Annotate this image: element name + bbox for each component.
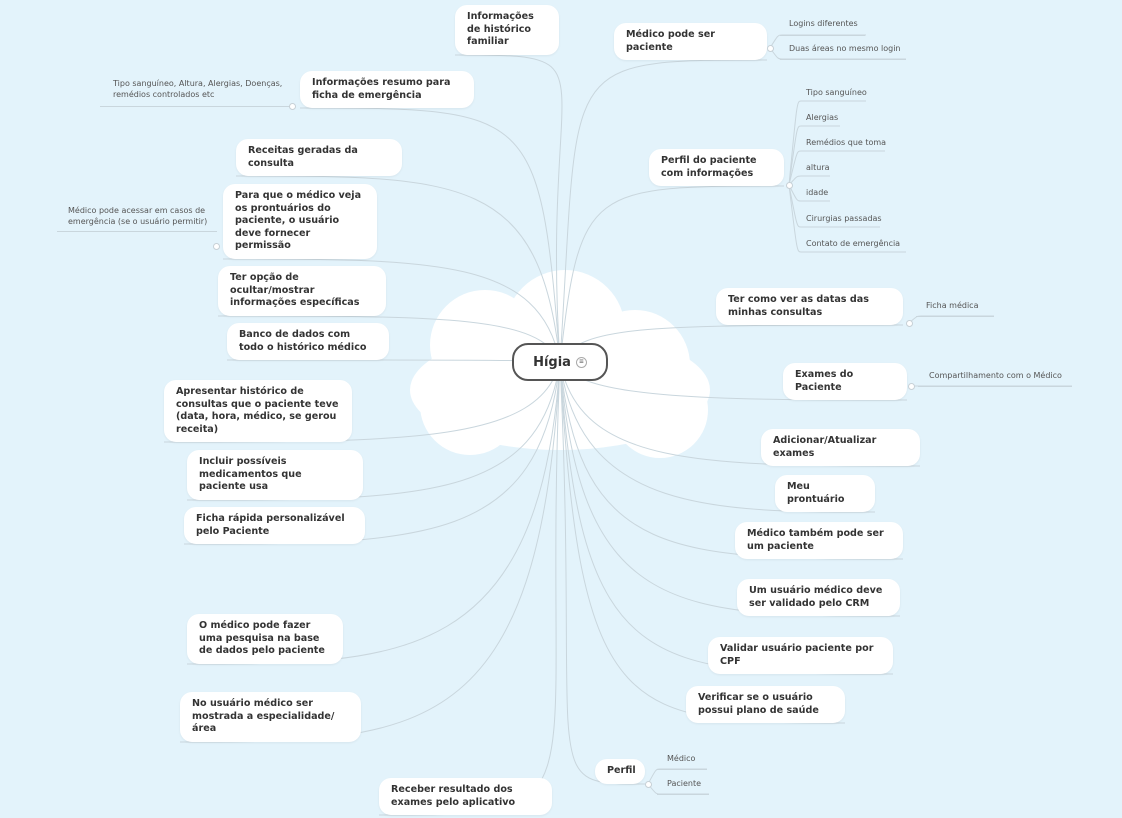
collapse-dot[interactable]	[786, 182, 793, 189]
connector-line	[788, 184, 830, 202]
detail-underline	[57, 231, 217, 232]
topic-right-4[interactable]: Adicionar/Atualizar exames	[761, 429, 920, 466]
collapse-dot[interactable]	[767, 45, 774, 52]
subtopic: Contato de emergência	[806, 239, 901, 248]
subtopic: Remédios que toma	[806, 138, 887, 147]
topic-right-5[interactable]: Meu prontuário	[775, 475, 875, 512]
topic-right-0[interactable]: Médico pode ser paciente	[614, 23, 767, 60]
connector-line	[559, 361, 646, 785]
subtopic: Compartilhamento com o Médico	[929, 371, 1062, 380]
topic-right-8[interactable]: Validar usuário paciente por CPF	[708, 637, 893, 674]
topic-left-10[interactable]: No usuário médico ser mostrada a especia…	[180, 692, 361, 742]
subtopic: Logins diferentes	[789, 19, 858, 28]
topic-label: Banco de dados com todo o histórico médi…	[239, 329, 367, 353]
topic-right-9[interactable]: Verificar se o usuário possui plano de s…	[686, 686, 845, 723]
topic-label: Para que o médico veja os prontuários do…	[235, 190, 362, 251]
topic-left-8[interactable]: Ficha rápida personalizável pelo Pacient…	[184, 507, 365, 544]
topic-label: Ter como ver as datas das minhas consult…	[728, 294, 869, 318]
topic-right-10[interactable]: Perfil	[595, 759, 645, 784]
topic-left-9[interactable]: O médico pode fazer uma pesquisa na base…	[187, 614, 343, 664]
topic-label: Ter opção de ocultar/mostrar informações…	[230, 272, 360, 308]
topic-left-5[interactable]: Banco de dados com todo o histórico médi…	[227, 323, 389, 360]
topic-label: Validar usuário paciente por CPF	[720, 643, 874, 667]
subtopic-underline	[780, 59, 906, 60]
topic-left-2[interactable]: Receitas geradas da consulta	[236, 139, 402, 176]
topic-label: Um usuário médico deve ser validado pelo…	[749, 585, 883, 609]
subtopic: Alergias	[806, 113, 839, 122]
connector-line	[788, 150, 885, 186]
topic-left-0[interactable]: Informações de histórico familiar	[455, 5, 559, 55]
connector-line	[788, 184, 880, 228]
connector-line	[788, 175, 830, 186]
topic-right-6[interactable]: Médico também pode ser um paciente	[735, 522, 903, 559]
connector-line	[559, 59, 768, 363]
collapse-dot[interactable]	[213, 243, 220, 250]
connector-line	[559, 361, 894, 675]
topic-label: Ficha rápida personalizável pelo Pacient…	[196, 513, 345, 537]
topic-right-2[interactable]: Ter como ver as datas das minhas consult…	[716, 288, 903, 325]
topic-label: Informações resumo para ficha de emergên…	[312, 77, 451, 101]
connector-line	[226, 359, 561, 363]
connector-line	[235, 175, 561, 363]
topic-label: Perfil do paciente com informações	[661, 155, 757, 179]
topic-left-11[interactable]: Receber resultado dos exames pelo aplica…	[379, 778, 552, 815]
collapse-dot[interactable]	[906, 320, 913, 327]
subtopic: Cirurgias passadas	[806, 214, 882, 223]
topic-right-1[interactable]: Perfil do paciente com informações	[649, 149, 784, 186]
topic-label: Médico pode ser paciente	[626, 29, 715, 53]
subtopic: Médico	[667, 754, 696, 763]
topic-label: Perfil	[607, 765, 636, 776]
topic-label: Informações de histórico familiar	[467, 11, 534, 47]
note-icon[interactable]: ≡	[575, 356, 587, 368]
collapse-dot[interactable]	[289, 103, 296, 110]
topic-label: Exames do Paciente	[795, 369, 854, 393]
topic-left-6[interactable]: Apresentar histórico de consultas que o …	[164, 380, 352, 442]
topic-label: Meu prontuário	[787, 481, 845, 505]
topic-left-3[interactable]: Para que o médico veja os prontuários do…	[223, 184, 377, 259]
subtopic-underline	[918, 386, 1072, 387]
topic-label: Médico também pode ser um paciente	[747, 528, 884, 552]
connector-line	[908, 315, 994, 324]
connector-line	[378, 361, 561, 816]
detail-underline	[100, 106, 293, 107]
connector-line	[454, 54, 563, 363]
topic-right-7[interactable]: Um usuário médico deve ser validado pelo…	[737, 579, 900, 616]
subtopic: altura	[806, 163, 830, 172]
connector-line	[559, 324, 904, 363]
connector-line	[788, 125, 840, 186]
topic-label: Verificar se o usuário possui plano de s…	[698, 692, 819, 716]
subtopic-underline	[657, 794, 709, 795]
topic-left-1[interactable]: Informações resumo para ficha de emergên…	[300, 71, 474, 108]
subtopic-underline	[780, 35, 865, 36]
connector-line	[222, 258, 561, 363]
collapse-dot[interactable]	[645, 781, 652, 788]
connector-line	[186, 361, 561, 501]
topic-left-7[interactable]: Incluir possíveis medicamentos que pacie…	[187, 450, 363, 500]
subtopic: Duas áreas no mesmo login	[789, 44, 901, 53]
topic-label: Incluir possíveis medicamentos que pacie…	[199, 456, 302, 492]
connector-line	[788, 100, 866, 186]
topic-label: Receber resultado dos exames pelo aplica…	[391, 784, 516, 808]
connector-line	[559, 185, 785, 363]
topic-left-1-detail: Tipo sanguíneo, Altura, Alergias, Doença…	[113, 79, 283, 99]
subtopic: idade	[806, 188, 829, 197]
subtopic-underline	[657, 769, 707, 770]
subtopic: Paciente	[667, 779, 702, 788]
connector-line	[788, 184, 906, 253]
topic-label: Adicionar/Atualizar exames	[773, 435, 877, 459]
collapse-dot[interactable]	[908, 383, 915, 390]
subtopic: Tipo sanguíneo	[806, 88, 867, 97]
topic-right-3[interactable]: Exames do Paciente	[783, 363, 907, 400]
topic-label: O médico pode fazer uma pesquisa na base…	[199, 620, 325, 656]
subtopic-underline	[916, 316, 994, 317]
topic-label: Apresentar histórico de consultas que o …	[176, 386, 339, 435]
topic-left-3-detail: Médico pode acessar em casos de emergênc…	[68, 206, 208, 226]
subtopic: Ficha médica	[926, 301, 979, 310]
connector-line	[299, 107, 561, 363]
topic-left-4[interactable]: Ter opção de ocultar/mostrar informações…	[218, 266, 386, 316]
central-topic[interactable]: Hígia ≡	[512, 343, 608, 381]
topic-label: No usuário médico ser mostrada a especia…	[192, 698, 335, 734]
topic-label: Receitas geradas da consulta	[248, 145, 358, 169]
